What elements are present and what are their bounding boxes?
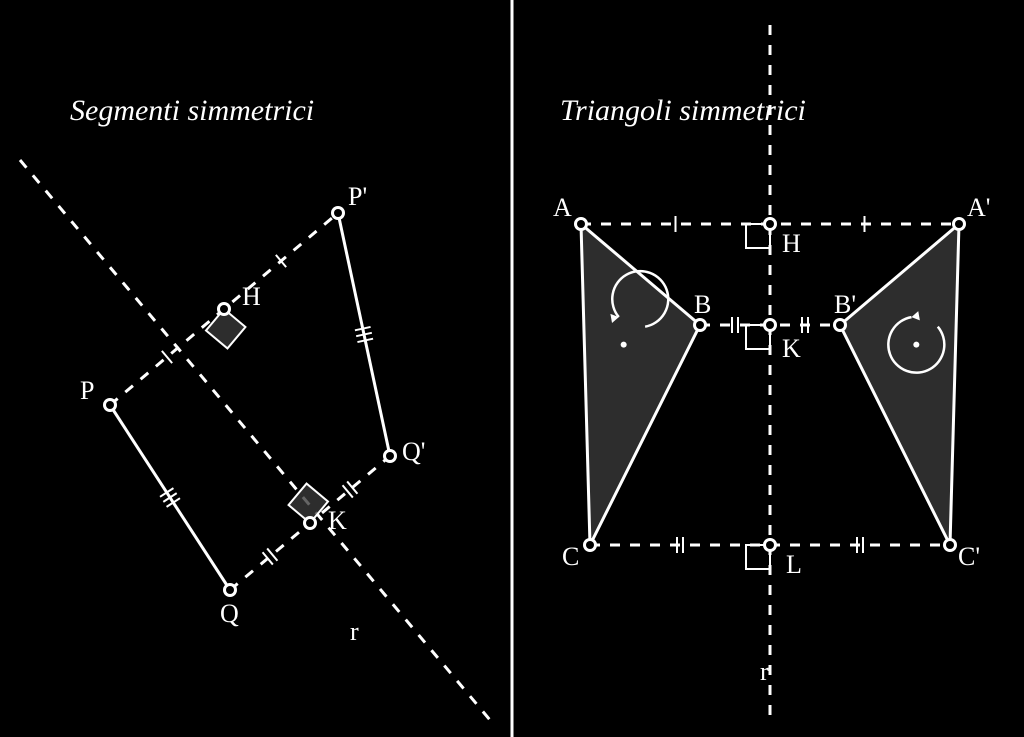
svg-text:K: K bbox=[782, 334, 801, 363]
svg-text:C': C' bbox=[958, 542, 980, 571]
svg-text:L: L bbox=[786, 550, 802, 579]
svg-text:C: C bbox=[562, 542, 579, 571]
svg-text:P: P bbox=[80, 376, 94, 405]
svg-text:H: H bbox=[242, 282, 261, 311]
diagram-canvas: Segmenti simmetricirPQP'Q'HKTriangoli si… bbox=[0, 0, 1024, 737]
svg-text:H: H bbox=[782, 229, 801, 258]
svg-text:Segmenti simmetrici: Segmenti simmetrici bbox=[70, 94, 314, 127]
svg-text:P': P' bbox=[348, 182, 367, 211]
svg-text:A: A bbox=[553, 193, 572, 222]
svg-text:K: K bbox=[328, 506, 347, 535]
svg-text:B: B bbox=[694, 290, 711, 319]
svg-text:A': A' bbox=[967, 193, 990, 222]
svg-text:Q: Q bbox=[220, 599, 239, 628]
svg-text:r: r bbox=[350, 617, 359, 646]
svg-text:B': B' bbox=[834, 290, 856, 319]
svg-text:r: r bbox=[760, 657, 769, 686]
svg-text:Q': Q' bbox=[402, 437, 425, 466]
